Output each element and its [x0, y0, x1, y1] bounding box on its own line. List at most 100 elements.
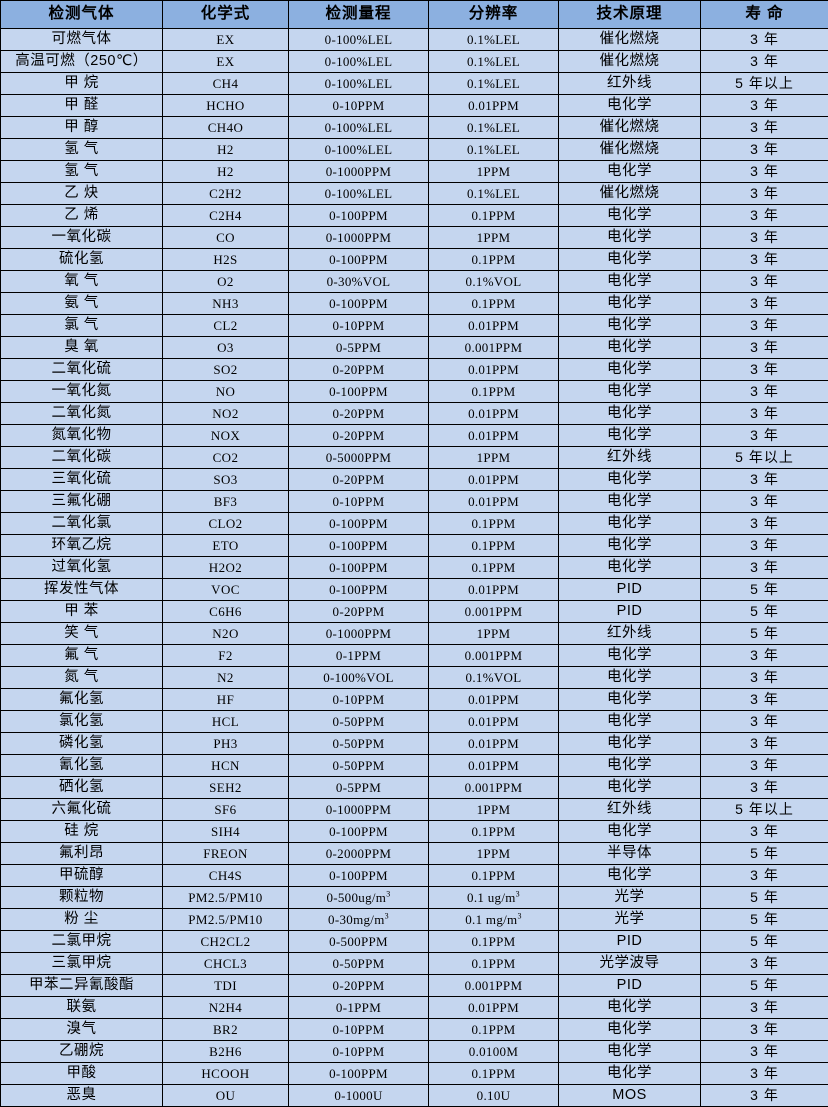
cell-gas: 氟利昂 — [1, 843, 163, 865]
column-header-gas: 检测气体 — [1, 1, 163, 29]
cell-life: 3 年 — [701, 249, 828, 271]
cell-gas: 乙硼烷 — [1, 1041, 163, 1063]
cell-life: 3 年 — [701, 1085, 828, 1107]
cell-range: 0-20PPM — [289, 975, 429, 997]
cell-range: 0-5PPM — [289, 337, 429, 359]
cell-formula: N2H4 — [163, 997, 289, 1019]
cell-tech: 电化学 — [559, 1041, 701, 1063]
cell-life: 5 年 — [701, 623, 828, 645]
cell-tech: 电化学 — [559, 777, 701, 799]
cell-range: 0-50PPM — [289, 755, 429, 777]
cell-resolution: 0.01PPM — [429, 403, 559, 425]
cell-resolution: 0.001PPM — [429, 645, 559, 667]
cell-range: 0-100PPM — [289, 535, 429, 557]
cell-tech: 电化学 — [559, 997, 701, 1019]
cell-formula: CO2 — [163, 447, 289, 469]
cell-formula: CHCL3 — [163, 953, 289, 975]
cell-formula: HCHO — [163, 95, 289, 117]
cell-tech: 催化燃烧 — [559, 183, 701, 205]
cell-formula: O3 — [163, 337, 289, 359]
cell-tech: 电化学 — [559, 1019, 701, 1041]
cell-gas: 二氧化氮 — [1, 403, 163, 425]
cell-life: 3 年 — [701, 425, 828, 447]
cell-range: 0-100PPM — [289, 821, 429, 843]
cell-resolution: 0.1%VOL — [429, 271, 559, 293]
cell-range: 0-50PPM — [289, 953, 429, 975]
cell-life: 3 年 — [701, 821, 828, 843]
column-header-resolution: 分辨率 — [429, 1, 559, 29]
cell-resolution: 0.1%LEL — [429, 51, 559, 73]
cell-gas: 氧 气 — [1, 271, 163, 293]
cell-life: 3 年 — [701, 205, 828, 227]
cell-tech: 电化学 — [559, 469, 701, 491]
cell-resolution: 0.1 mg/m3 — [429, 909, 559, 931]
cell-gas: 一氧化碳 — [1, 227, 163, 249]
cell-gas: 硫化氢 — [1, 249, 163, 271]
cell-tech: 电化学 — [559, 161, 701, 183]
cell-resolution: 0.1PPM — [429, 535, 559, 557]
cell-tech: 电化学 — [559, 557, 701, 579]
cell-range: 0-2000PPM — [289, 843, 429, 865]
cell-range: 0-20PPM — [289, 601, 429, 623]
cell-life: 3 年 — [701, 293, 828, 315]
cell-tech: 电化学 — [559, 359, 701, 381]
cell-range: 0-100PPM — [289, 381, 429, 403]
cell-formula: SO3 — [163, 469, 289, 491]
cell-gas: 氢 气 — [1, 161, 163, 183]
cell-resolution: 1PPM — [429, 447, 559, 469]
cell-range: 0-1000PPM — [289, 623, 429, 645]
cell-range: 0-100%VOL — [289, 667, 429, 689]
cell-gas: 三氯甲烷 — [1, 953, 163, 975]
cell-range: 0-100PPM — [289, 205, 429, 227]
cell-life: 3 年 — [701, 645, 828, 667]
cell-life: 3 年 — [701, 535, 828, 557]
cell-range: 0-100%LEL — [289, 117, 429, 139]
cell-tech: 电化学 — [559, 755, 701, 777]
cell-life: 3 年 — [701, 865, 828, 887]
cell-tech: PID — [559, 601, 701, 623]
cell-formula: PM2.5/PM10 — [163, 909, 289, 931]
cell-life: 3 年 — [701, 667, 828, 689]
cell-life: 5 年以上 — [701, 799, 828, 821]
cell-resolution: 0.001PPM — [429, 777, 559, 799]
cell-formula: CLO2 — [163, 513, 289, 535]
cell-life: 3 年 — [701, 403, 828, 425]
cell-life: 3 年 — [701, 359, 828, 381]
cell-tech: 红外线 — [559, 73, 701, 95]
cell-gas: 臭 氧 — [1, 337, 163, 359]
cell-life: 3 年 — [701, 491, 828, 513]
cell-resolution: 0.01PPM — [429, 469, 559, 491]
cell-resolution: 0.001PPM — [429, 337, 559, 359]
column-header-life: 寿 命 — [701, 1, 828, 29]
cell-range: 0-20PPM — [289, 425, 429, 447]
cell-gas: 乙 烯 — [1, 205, 163, 227]
cell-gas: 二氧化碳 — [1, 447, 163, 469]
cell-range: 0-1PPM — [289, 645, 429, 667]
cell-range: 0-100%LEL — [289, 183, 429, 205]
cell-range: 0-100PPM — [289, 249, 429, 271]
cell-gas: 甲 苯 — [1, 601, 163, 623]
cell-formula: SIH4 — [163, 821, 289, 843]
